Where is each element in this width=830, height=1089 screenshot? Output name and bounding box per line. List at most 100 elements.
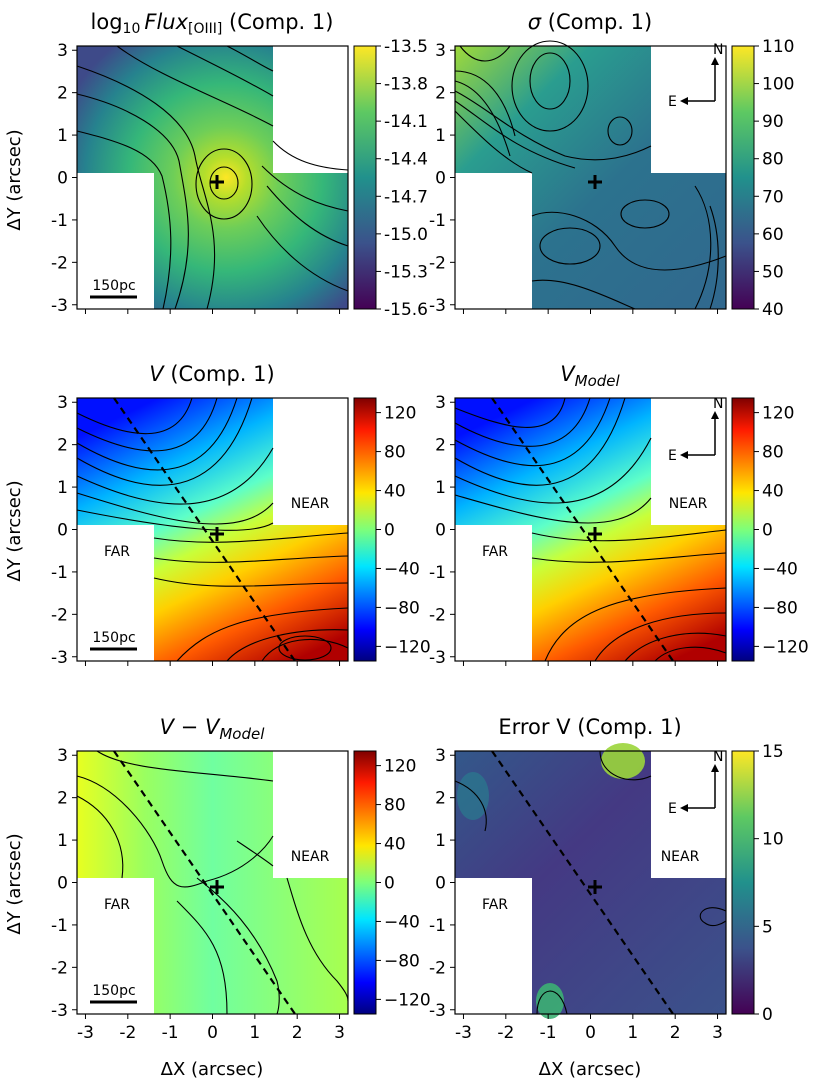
y-tick-label: -3 [51, 648, 68, 668]
y-tick-label: -3 [429, 648, 446, 668]
colorbar-tick-label: -14.7 [384, 187, 428, 207]
y-tick-label: -3 [429, 1001, 446, 1021]
residual-heatmap [77, 751, 348, 1014]
colorbar-tick-label: 80 [762, 150, 784, 170]
compass-east: E [668, 801, 677, 817]
colorbar-tick-label: −80 [384, 951, 420, 971]
colorbar-tick-label: 120 [762, 404, 794, 424]
y-tick-label: -2 [51, 958, 68, 978]
compass-north: N [713, 42, 723, 58]
scale-bar: 150pc [90, 630, 137, 651]
title-sigma: σ (Comp. 1) [528, 10, 652, 34]
y-tick-label: 2 [57, 84, 68, 104]
compass-north: N [713, 749, 723, 765]
x-tick-label: 0 [585, 1023, 596, 1043]
velocity-contours [76, 397, 349, 662]
x-tick-label: -1 [540, 1023, 557, 1043]
scale-bar-label: 150pc [92, 983, 135, 999]
colorbar-tick-label: −120 [762, 637, 809, 657]
major-axis-line [113, 397, 296, 662]
y-tick-label: 3 [57, 393, 68, 413]
flux-heatmap [77, 46, 348, 309]
y-tick-label: 0 [57, 521, 68, 541]
colorbar-tick-label: 120 [384, 757, 416, 777]
vmodel-heatmap [455, 398, 726, 661]
colorbar-tick-label: 60 [762, 225, 784, 245]
title-error: Error V (Comp. 1) [498, 715, 681, 739]
far-label: FAR [104, 544, 130, 560]
y-axis-label: ΔY (arcsec) [4, 480, 25, 581]
major-axis-line [491, 397, 674, 662]
compass: N E [668, 396, 723, 464]
colorbar-tick-label: −80 [384, 598, 420, 618]
y-tick-label: 2 [435, 84, 446, 104]
ticks-layer: 3210-1-2-3-13.5-13.8-14.1-14.4-14.7-15.0… [51, 37, 809, 1043]
error-bright-spot-left [457, 772, 489, 820]
y-tick-label: 3 [57, 41, 68, 61]
nucleus-marker [210, 175, 224, 189]
x-tick-label: -3 [77, 1023, 94, 1043]
y-tick-label: 3 [435, 41, 446, 61]
y-tick-label: -1 [429, 916, 446, 936]
colorbar-residual [353, 750, 377, 1015]
scale-bar: 150pc [90, 278, 137, 299]
y-tick-label: -2 [51, 605, 68, 625]
y-tick-label: 1 [57, 126, 68, 146]
colorbar-sigma [731, 45, 755, 310]
compass-east: E [668, 94, 677, 110]
y-axis-label: ΔY (arcsec) [4, 833, 25, 934]
colorbar-tick-label: 50 [762, 262, 784, 282]
y-tick-label: 2 [57, 436, 68, 456]
colorbar-tick-label: -15.3 [384, 262, 428, 282]
panel-sigma: N E [454, 40, 727, 310]
y-tick-label: -1 [51, 563, 68, 583]
colorbar-tick-label: 110 [762, 37, 794, 57]
x-tick-label: 2 [670, 1023, 681, 1043]
colorbar-tick-label: 80 [384, 443, 406, 463]
error-heatmap [455, 751, 726, 1014]
nucleus-marker [588, 527, 602, 541]
y-tick-label: 0 [57, 169, 68, 189]
colorbar-error [731, 750, 755, 1015]
y-tick-label: -3 [51, 1001, 68, 1021]
near-label: NEAR [669, 496, 708, 512]
error-contours [454, 750, 727, 1015]
vmodel-masked-bottom-left [455, 525, 532, 661]
vmodel-masked-top-right [651, 398, 726, 525]
y-tick-label: 1 [435, 831, 446, 851]
colorbar-vmodel [731, 397, 755, 662]
near-label: NEAR [291, 849, 330, 865]
scale-bar-label: 150pc [92, 278, 135, 294]
colorbar-tick-label: -13.5 [384, 37, 428, 57]
nucleus-marker [588, 175, 602, 189]
y-tick-label: 1 [435, 126, 446, 146]
x-tick-label: 3 [712, 1023, 723, 1043]
flux-masked-bottom-left [77, 173, 154, 309]
panel-error: NEAR FAR N E [454, 743, 727, 1019]
x-tick-label: -2 [119, 1023, 136, 1043]
panel-vmodel: NEAR FAR N E [454, 396, 727, 662]
colorbar-tick-label: 5 [762, 917, 773, 937]
nucleus-marker [210, 880, 224, 894]
y-tick-label: -1 [51, 211, 68, 231]
sigma-masked-top-right [651, 46, 726, 173]
title-residual: V − VModel [160, 715, 266, 743]
panel-residual: NEAR FAR 150pc [76, 750, 349, 1015]
colorbar-tick-label: 90 [762, 112, 784, 132]
colorbar-flux [353, 45, 377, 310]
colorbar-tick-label: -15.0 [384, 225, 428, 245]
sigma-masked-bottom-left [455, 173, 532, 309]
sigma-heatmap [455, 46, 726, 309]
colorbar-velocity [353, 397, 377, 662]
colorbar-tick-label: −40 [384, 559, 420, 579]
x-tick-label: -1 [162, 1023, 179, 1043]
flux-masked-top-right [273, 46, 348, 173]
far-label: FAR [482, 897, 508, 913]
y-tick-label: -3 [429, 296, 446, 316]
error-masked-bottom-left [455, 878, 532, 1014]
colorbar-tick-label: -15.6 [384, 300, 428, 320]
x-tick-label: 2 [292, 1023, 303, 1043]
nucleus-marker [210, 527, 224, 541]
y-tick-label: 2 [435, 789, 446, 809]
